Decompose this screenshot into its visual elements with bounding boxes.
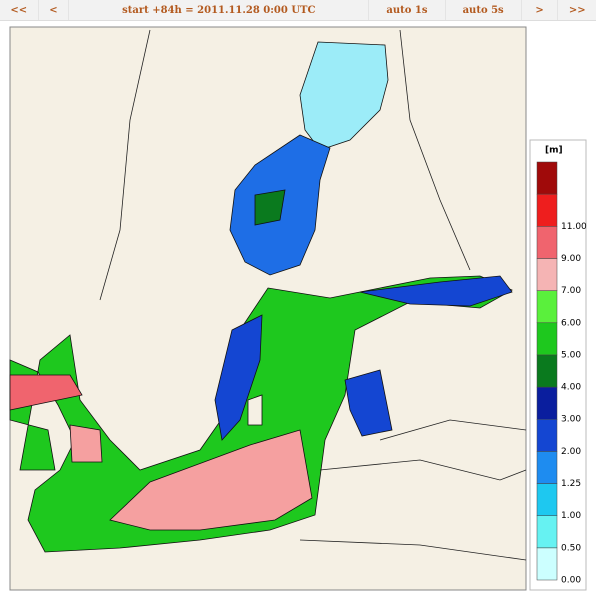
legend-cell — [536, 386, 558, 420]
legend-top-cell — [536, 161, 558, 195]
legend-cell — [536, 322, 558, 356]
legend-cell — [536, 515, 558, 549]
legend-cell — [536, 258, 558, 291]
first-button[interactable]: << — [0, 0, 39, 20]
border-line — [299, 539, 527, 561]
legend-cell — [536, 193, 558, 227]
legend-label: 2.00 — [561, 447, 581, 457]
legend-label: 0.00 — [561, 576, 581, 586]
next-button[interactable]: > — [522, 0, 559, 20]
border-line — [319, 459, 527, 481]
legend-cell — [536, 418, 558, 452]
prev-button[interactable]: < — [39, 0, 70, 20]
borders — [99, 29, 527, 561]
legend-cell — [536, 354, 558, 388]
legend-label: 9.00 — [561, 254, 581, 264]
legend-label: 5.00 — [561, 350, 581, 360]
high-wave-zone — [109, 429, 313, 531]
legend-cell — [536, 226, 558, 259]
legend-label: 6.00 — [561, 318, 581, 328]
legend-label: 1.25 — [561, 479, 581, 489]
bothnian-bay — [299, 41, 389, 151]
auto1-button[interactable]: auto 1s — [369, 0, 446, 20]
legend-cell — [536, 547, 558, 581]
legend-label: 7.00 — [561, 286, 581, 296]
legend-cell — [536, 290, 558, 324]
legend-label: 3.00 — [561, 415, 581, 425]
gulf-of-finland — [359, 275, 513, 307]
kattegat — [69, 424, 103, 463]
sea — [9, 41, 513, 553]
skagerrak — [9, 374, 83, 411]
gotland — [247, 394, 263, 426]
bothnian-core — [254, 189, 286, 226]
border-line — [99, 29, 151, 301]
gulf-of-riga — [344, 369, 393, 437]
border-line — [379, 419, 527, 441]
legend-unit: [m] — [545, 146, 563, 156]
legend-label: 11.00 — [561, 222, 587, 232]
legend-cell — [536, 451, 558, 484]
time-label: start +84h = 2011.11.28 0:00 UTC — [69, 0, 370, 20]
border-line — [399, 29, 471, 271]
nav-bar: << < start +84h = 2011.11.28 0:00 UTC au… — [0, 0, 596, 21]
last-button[interactable]: >> — [568, 4, 586, 16]
auto5-button[interactable]: auto 5s — [446, 0, 522, 20]
legend-label: 0.50 — [561, 543, 581, 553]
legend-label: 4.00 — [561, 383, 581, 393]
legend-cell — [536, 483, 558, 516]
west-coast-blue — [214, 314, 263, 441]
legend-label: 1.00 — [561, 511, 581, 521]
